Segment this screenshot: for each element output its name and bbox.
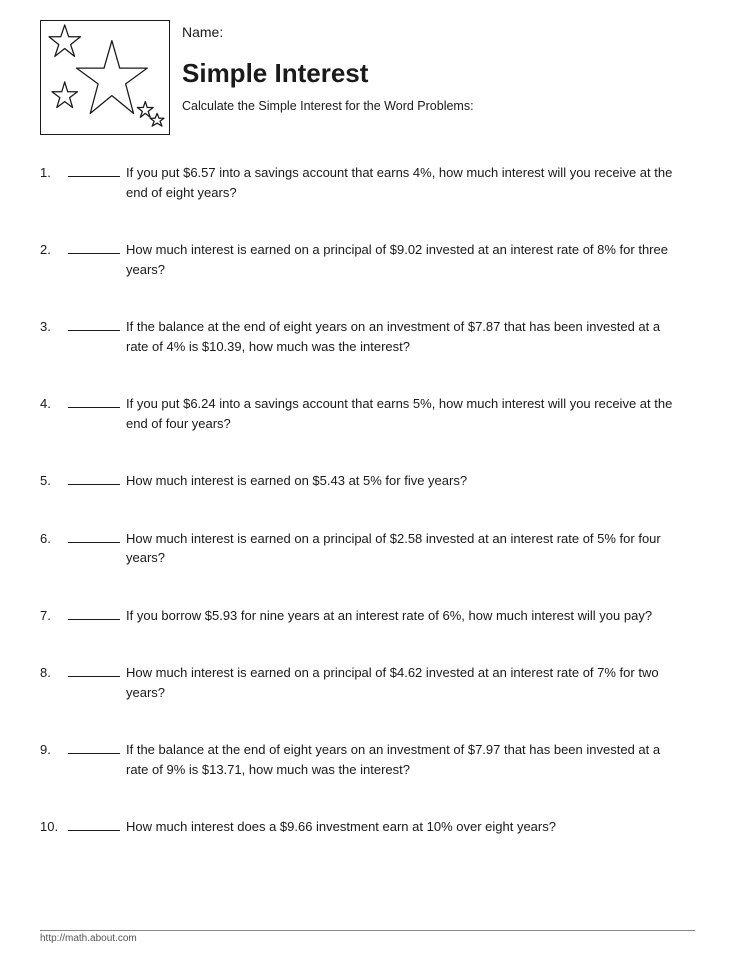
problem-text: If the balance at the end of eight years…	[126, 317, 675, 356]
problem-number: 10.	[40, 817, 68, 837]
problem-item: 8. How much interest is earned on a prin…	[40, 663, 675, 702]
problem-list: 1. If you put $6.57 into a savings accou…	[40, 163, 695, 837]
problem-text: If you put $6.24 into a savings account …	[126, 394, 675, 433]
problem-item: 7. If you borrow $5.93 for nine years at…	[40, 606, 675, 626]
problem-text: How much interest does a $9.66 investmen…	[126, 817, 675, 837]
problem-number: 7.	[40, 606, 68, 626]
problem-item: 4. If you put $6.24 into a savings accou…	[40, 394, 675, 433]
problem-item: 2. How much interest is earned on a prin…	[40, 240, 675, 279]
header-text: Name: Simple Interest Calculate the Simp…	[182, 20, 695, 113]
problem-number: 6.	[40, 529, 68, 549]
answer-blank[interactable]	[68, 663, 120, 677]
name-label: Name:	[182, 24, 695, 40]
answer-blank[interactable]	[68, 471, 120, 485]
problem-text: How much interest is earned on $5.43 at …	[126, 471, 675, 491]
answer-blank[interactable]	[68, 240, 120, 254]
problem-item: 9. If the balance at the end of eight ye…	[40, 740, 675, 779]
stars-icon	[41, 21, 169, 134]
problem-text: If the balance at the end of eight years…	[126, 740, 675, 779]
problem-item: 10. How much interest does a $9.66 inves…	[40, 817, 675, 837]
stars-decoration	[40, 20, 170, 135]
footer-url: http://math.about.com	[40, 930, 695, 944]
problem-number: 4.	[40, 394, 68, 414]
answer-blank[interactable]	[68, 740, 120, 754]
problem-number: 2.	[40, 240, 68, 260]
problem-number: 3.	[40, 317, 68, 337]
header: Name: Simple Interest Calculate the Simp…	[40, 20, 695, 135]
worksheet-title: Simple Interest	[182, 58, 695, 89]
problem-number: 1.	[40, 163, 68, 183]
problem-text: If you put $6.57 into a savings account …	[126, 163, 675, 202]
problem-item: 5. How much interest is earned on $5.43 …	[40, 471, 675, 491]
problem-number: 5.	[40, 471, 68, 491]
answer-blank[interactable]	[68, 606, 120, 620]
worksheet-page: Name: Simple Interest Calculate the Simp…	[0, 0, 735, 958]
answer-blank[interactable]	[68, 529, 120, 543]
problem-item: 6. How much interest is earned on a prin…	[40, 529, 675, 568]
problem-item: 3. If the balance at the end of eight ye…	[40, 317, 675, 356]
problem-text: How much interest is earned on a princip…	[126, 529, 675, 568]
problem-item: 1. If you put $6.57 into a savings accou…	[40, 163, 675, 202]
answer-blank[interactable]	[68, 317, 120, 331]
problem-text: If you borrow $5.93 for nine years at an…	[126, 606, 675, 626]
answer-blank[interactable]	[68, 163, 120, 177]
problem-number: 8.	[40, 663, 68, 683]
problem-text: How much interest is earned on a princip…	[126, 240, 675, 279]
problem-text: How much interest is earned on a princip…	[126, 663, 675, 702]
answer-blank[interactable]	[68, 394, 120, 408]
worksheet-subtitle: Calculate the Simple Interest for the Wo…	[182, 99, 695, 113]
answer-blank[interactable]	[68, 817, 120, 831]
problem-number: 9.	[40, 740, 68, 760]
